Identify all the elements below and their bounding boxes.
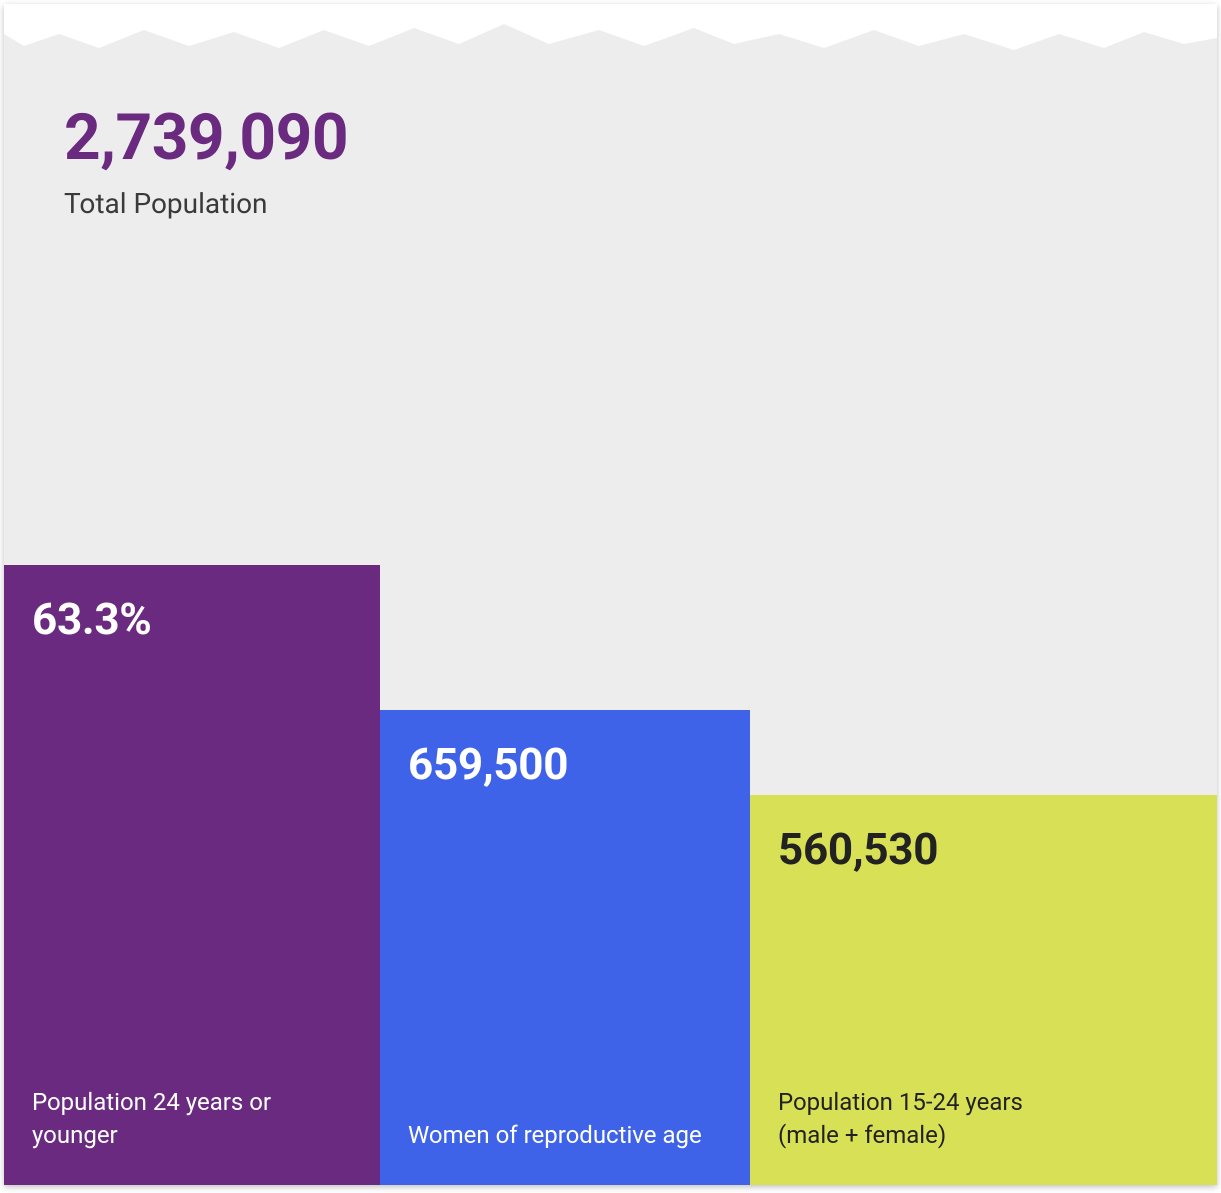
bar-chart: 63.3% Population 24 years or younger 659… — [4, 565, 1217, 1185]
bar-population-15-24: 560,530 Population 15-24 years (male + f… — [750, 795, 1217, 1185]
bar-label: Population 24 years or younger — [32, 1086, 332, 1151]
bar-value: 560,530 — [778, 823, 1189, 875]
bar-women-reproductive-age: 659,500 Women of reproductive age — [380, 710, 750, 1185]
bar-label: Women of reproductive age — [408, 1119, 708, 1151]
total-population-label: Total Population — [64, 187, 348, 220]
bar-population-24-younger: 63.3% Population 24 years or younger — [4, 565, 380, 1185]
bar-value: 63.3% — [32, 593, 352, 645]
infographic-canvas: 2,739,090 Total Population 63.3% Populat… — [4, 4, 1217, 1185]
total-population-value: 2,739,090 — [64, 104, 348, 171]
bar-label: Population 15-24 years (male + female) — [778, 1086, 1078, 1151]
header-block: 2,739,090 Total Population — [64, 104, 348, 220]
bar-value: 659,500 — [408, 738, 722, 790]
